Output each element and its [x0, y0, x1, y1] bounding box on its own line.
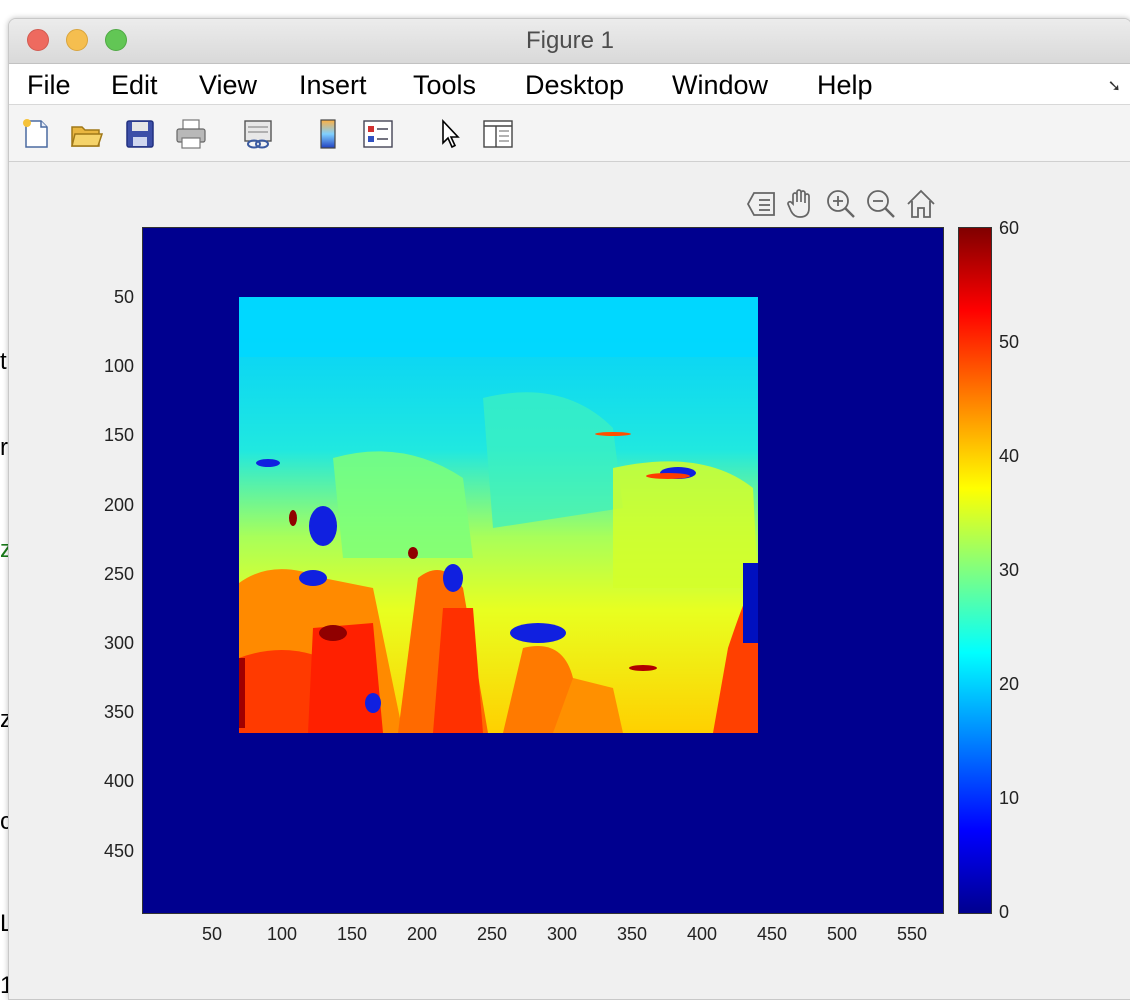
colorbar-tick-label: 20 [999, 674, 1020, 694]
minimize-window-button[interactable] [66, 29, 88, 51]
x-tick-label: 200 [406, 924, 438, 944]
disparity-heatmap [239, 297, 758, 733]
menu-insert[interactable]: Insert [299, 70, 367, 100]
home-icon[interactable] [904, 187, 938, 221]
zoom-out-icon[interactable] [864, 187, 898, 221]
x-tick-label: 400 [686, 924, 718, 944]
y-tick-label: 400 [103, 771, 134, 791]
x-tick-label: 300 [546, 924, 578, 944]
menu-edit[interactable]: Edit [111, 70, 158, 100]
edit-plot-icon[interactable] [433, 117, 467, 151]
colorbar[interactable] [958, 227, 992, 914]
colorbar-tick-label: 30 [999, 560, 1020, 580]
insert-colorbar-icon[interactable] [311, 117, 345, 151]
colorbar-tick-label: 0 [999, 902, 1010, 922]
menu-help[interactable]: Help [817, 70, 873, 100]
y-tick-label: 100 [103, 356, 134, 376]
background-text: t [0, 348, 7, 375]
y-tick-label: 250 [103, 564, 134, 584]
menu-file[interactable]: File [27, 70, 71, 100]
pan-icon[interactable] [784, 187, 818, 221]
menu-bar: File Edit View Insert Tools Desktop Wind… [9, 64, 1130, 105]
x-tick-label: 50 [201, 924, 223, 944]
zoom-in-icon[interactable] [824, 187, 858, 221]
new-figure-icon[interactable] [19, 117, 53, 151]
y-tick-label: 50 [113, 287, 134, 307]
y-tick-label: 300 [103, 633, 134, 653]
save-icon[interactable] [123, 117, 157, 151]
menu-tools[interactable]: Tools [413, 70, 477, 100]
background-text: r [0, 434, 8, 461]
y-tick-label: 350 [103, 702, 134, 722]
x-tick-label: 150 [336, 924, 368, 944]
x-tick-label: 350 [616, 924, 648, 944]
axes-toolbar [744, 187, 944, 227]
menu-view[interactable]: View [199, 70, 258, 100]
colorbar-tick-label: 50 [999, 332, 1020, 352]
x-tick-label: 100 [266, 924, 298, 944]
data-tips-icon[interactable] [744, 187, 778, 221]
property-inspector-icon[interactable] [481, 117, 515, 151]
open-file-icon[interactable] [69, 117, 103, 151]
figure-toolbar [9, 105, 1130, 162]
x-tick-label: 550 [896, 924, 928, 944]
x-tick-label: 250 [476, 924, 508, 944]
window-title: Figure 1 [525, 27, 615, 54]
x-tick-label: 500 [826, 924, 858, 944]
menu-window[interactable]: Window [672, 70, 769, 100]
y-tick-label: 450 [103, 841, 134, 861]
colorbar-tick-label: 60 [999, 218, 1020, 238]
insert-legend-icon[interactable] [361, 117, 395, 151]
y-tick-label: 150 [103, 425, 134, 445]
link-plot-icon[interactable] [241, 117, 275, 151]
toolbar-dock-arrow-icon[interactable]: ➘ [1107, 78, 1121, 95]
x-tick-label: 450 [756, 924, 788, 944]
maximize-window-button[interactable] [105, 29, 127, 51]
plot-axes[interactable] [142, 227, 944, 914]
colorbar-tick-label: 40 [999, 446, 1020, 466]
print-icon[interactable] [174, 117, 208, 151]
y-tick-label: 200 [103, 495, 134, 515]
close-window-button[interactable] [27, 29, 49, 51]
menu-desktop[interactable]: Desktop [525, 70, 625, 100]
title-bar[interactable]: Figure 1 [9, 19, 1130, 64]
figure-window: Figure 1 File Edit View Insert Tools Des… [8, 18, 1130, 1000]
colorbar-tick-label: 10 [999, 788, 1020, 808]
